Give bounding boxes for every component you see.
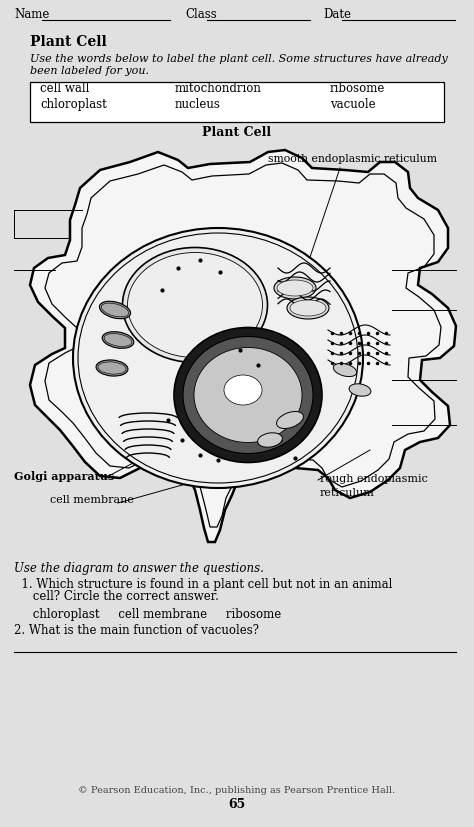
Ellipse shape xyxy=(224,375,262,405)
Ellipse shape xyxy=(194,347,302,442)
Ellipse shape xyxy=(96,360,128,376)
Text: Date: Date xyxy=(323,8,351,21)
Ellipse shape xyxy=(277,280,313,296)
Ellipse shape xyxy=(104,333,132,347)
Text: Use the words below to label the plant cell. Some structures have already: Use the words below to label the plant c… xyxy=(30,54,448,64)
Text: Plant Cell: Plant Cell xyxy=(202,126,272,139)
Ellipse shape xyxy=(98,362,126,374)
Ellipse shape xyxy=(100,301,131,318)
Ellipse shape xyxy=(183,337,313,453)
Text: chloroplast: chloroplast xyxy=(40,98,107,111)
Ellipse shape xyxy=(73,228,363,488)
Bar xyxy=(30,82,444,122)
Text: reticulum: reticulum xyxy=(320,488,375,498)
Ellipse shape xyxy=(277,412,303,428)
Ellipse shape xyxy=(174,327,322,462)
Text: Golgi apparatus: Golgi apparatus xyxy=(14,471,114,482)
Text: 2. What is the main function of vacuoles?: 2. What is the main function of vacuoles… xyxy=(14,624,259,637)
Text: Class: Class xyxy=(185,8,217,21)
Text: cell membrane: cell membrane xyxy=(50,495,134,505)
Text: vacuole: vacuole xyxy=(330,98,375,111)
Text: been labeled for you.: been labeled for you. xyxy=(30,66,149,76)
Ellipse shape xyxy=(290,300,326,316)
Text: nucleus: nucleus xyxy=(175,98,221,111)
Ellipse shape xyxy=(122,247,267,362)
Polygon shape xyxy=(30,150,456,542)
Ellipse shape xyxy=(102,332,134,348)
Ellipse shape xyxy=(333,363,357,376)
Ellipse shape xyxy=(274,277,316,299)
Ellipse shape xyxy=(349,384,371,396)
Text: ribosome: ribosome xyxy=(330,82,385,95)
Text: cell wall: cell wall xyxy=(40,82,90,95)
Text: cell? Circle the correct answer.: cell? Circle the correct answer. xyxy=(14,590,219,603)
Text: rough endoplasmic: rough endoplasmic xyxy=(320,474,428,484)
Text: Name: Name xyxy=(14,8,49,21)
Ellipse shape xyxy=(128,252,263,357)
Text: © Pearson Education, Inc., publishing as Pearson Prentice Hall.: © Pearson Education, Inc., publishing as… xyxy=(78,786,396,795)
Text: 65: 65 xyxy=(228,798,246,811)
Ellipse shape xyxy=(287,297,329,319)
Ellipse shape xyxy=(258,433,283,447)
Text: smooth endoplasmic reticulum: smooth endoplasmic reticulum xyxy=(268,154,437,164)
Ellipse shape xyxy=(101,304,128,317)
Text: chloroplast     cell membrane     ribosome: chloroplast cell membrane ribosome xyxy=(14,608,281,621)
Text: 1. Which structure is found in a plant cell but not in an animal: 1. Which structure is found in a plant c… xyxy=(14,578,392,591)
Text: Use the diagram to answer the questions.: Use the diagram to answer the questions. xyxy=(14,562,264,575)
Text: Plant Cell: Plant Cell xyxy=(30,35,107,49)
Text: mitochondrion: mitochondrion xyxy=(175,82,262,95)
